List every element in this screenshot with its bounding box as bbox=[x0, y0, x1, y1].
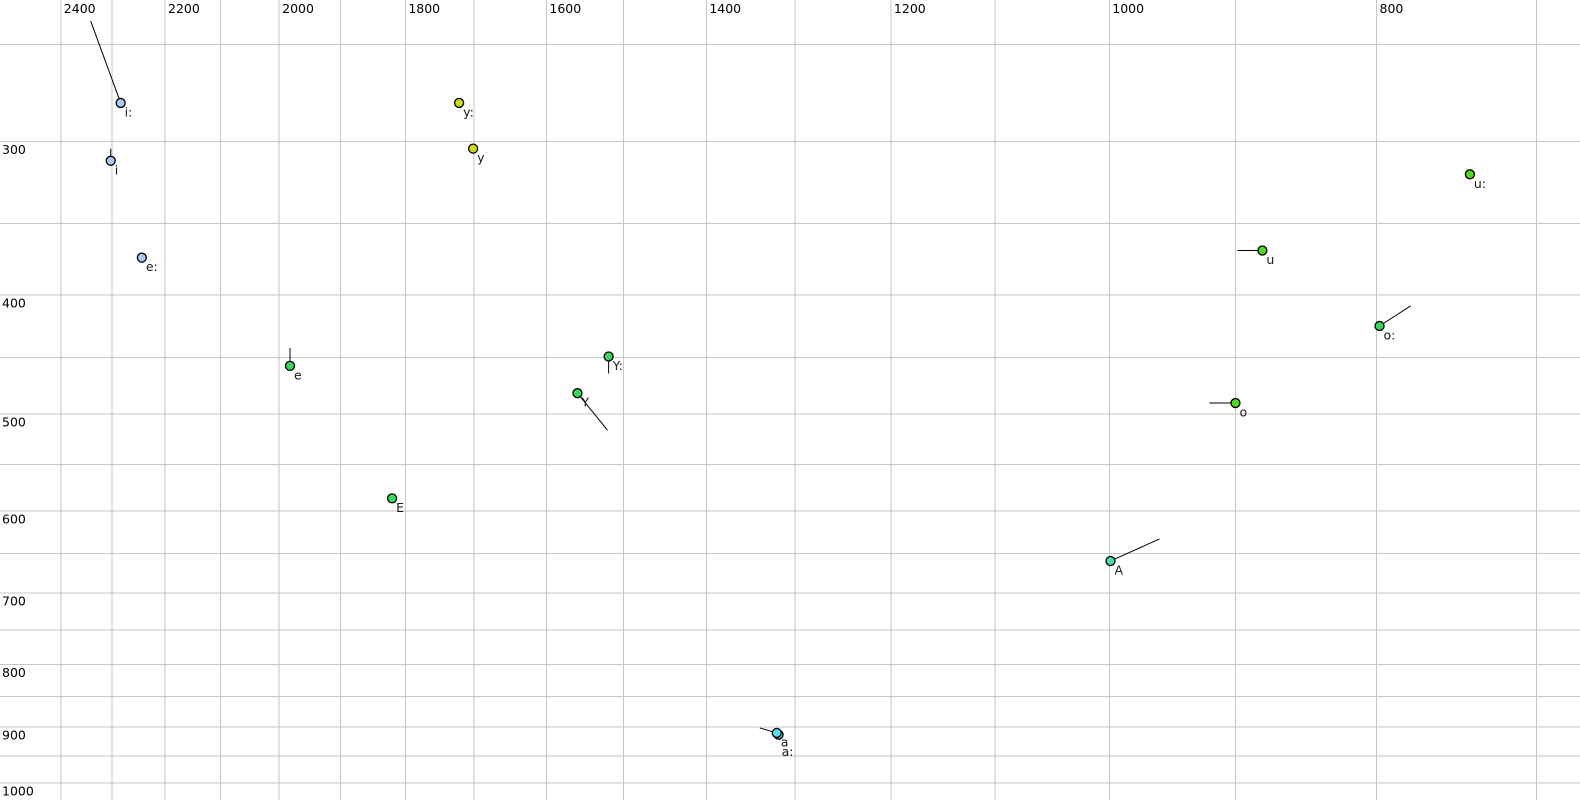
vowel-tail-Y bbox=[577, 392, 608, 431]
y-tick-label-900: 900 bbox=[2, 728, 26, 743]
x-tick-label-1800: 1800 bbox=[408, 1, 440, 16]
vowel-point-E bbox=[386, 493, 398, 504]
vowel-label-i: i bbox=[115, 162, 118, 177]
y-tick-label-400: 400 bbox=[2, 295, 26, 310]
y-tick-label-500: 500 bbox=[2, 414, 26, 429]
vowel-tail-i: bbox=[90, 20, 122, 104]
vowel-label-u: u bbox=[1266, 252, 1274, 267]
x-tick-label-1000: 1000 bbox=[1112, 1, 1144, 16]
vowel-label-Y: Y bbox=[580, 395, 589, 410]
x-tick-label-2200: 2200 bbox=[168, 1, 200, 16]
tick-labels: 2400 2200 2000 1800 1600 1400 1200 1000 800 300 40… bbox=[2, 1, 1403, 799]
vowel-label-y: y bbox=[477, 150, 485, 165]
y-tick-label-600: 600 bbox=[2, 511, 26, 526]
vowel-point-o bbox=[1230, 397, 1241, 409]
vowel-label-a: a bbox=[781, 734, 789, 749]
vowel-point-y bbox=[467, 143, 479, 154]
vowel-points bbox=[105, 97, 1476, 740]
vowel-labels: i: i e: y: y e Y: Y Eu: u o: o Aa:a bbox=[115, 104, 1486, 759]
vowel-point-o: bbox=[1374, 320, 1385, 332]
vowel-label-A: A bbox=[1114, 562, 1123, 577]
vowel-tails bbox=[90, 20, 1411, 734]
vowel-label-Y:: Y: bbox=[612, 358, 623, 373]
x-tick-label-800: 800 bbox=[1380, 1, 1404, 16]
y-tick-label-800: 800 bbox=[2, 665, 26, 680]
x-tick-label-1200: 1200 bbox=[894, 1, 926, 16]
vowel-label-o: o bbox=[1239, 405, 1247, 420]
vowel-point-u bbox=[1257, 245, 1268, 256]
x-tick-label-2000: 2000 bbox=[282, 1, 314, 16]
vowel-label-e: e bbox=[294, 367, 302, 382]
vowel-label-e:: e: bbox=[146, 259, 158, 274]
vowel-tail-o: bbox=[1379, 305, 1411, 327]
y-tick-label-1000: 1000 bbox=[2, 784, 34, 799]
vowel-point-i bbox=[105, 155, 116, 166]
y-tick-label-700: 700 bbox=[2, 594, 26, 609]
vowel-point-A bbox=[1105, 555, 1116, 567]
x-tick-label-2400: 2400 bbox=[64, 1, 96, 16]
vowel-label-E: E bbox=[396, 500, 404, 515]
vowel-label-y:: y: bbox=[463, 104, 474, 119]
vowel-point-Y: bbox=[603, 351, 614, 362]
x-tick-label-1400: 1400 bbox=[709, 1, 741, 16]
y-tick-label-300: 300 bbox=[2, 142, 26, 157]
vowel-point-u: bbox=[1464, 169, 1476, 180]
vowel-label-i:: i: bbox=[125, 104, 133, 119]
vowel-label-o:: o: bbox=[1384, 327, 1396, 342]
vowel-point-Y bbox=[572, 388, 583, 399]
vowel-point-y: bbox=[453, 97, 465, 109]
x-tick-label-1600: 1600 bbox=[549, 1, 581, 16]
vowel-tail-A bbox=[1110, 538, 1160, 562]
vowel-point-e bbox=[284, 360, 296, 372]
vowel-point-a bbox=[771, 727, 782, 739]
vowel-point-e: bbox=[136, 252, 147, 263]
vowel-label-u:: u: bbox=[1474, 176, 1486, 191]
vowel-point-i: bbox=[115, 97, 126, 109]
vowel-label-a:: a: bbox=[782, 744, 794, 759]
